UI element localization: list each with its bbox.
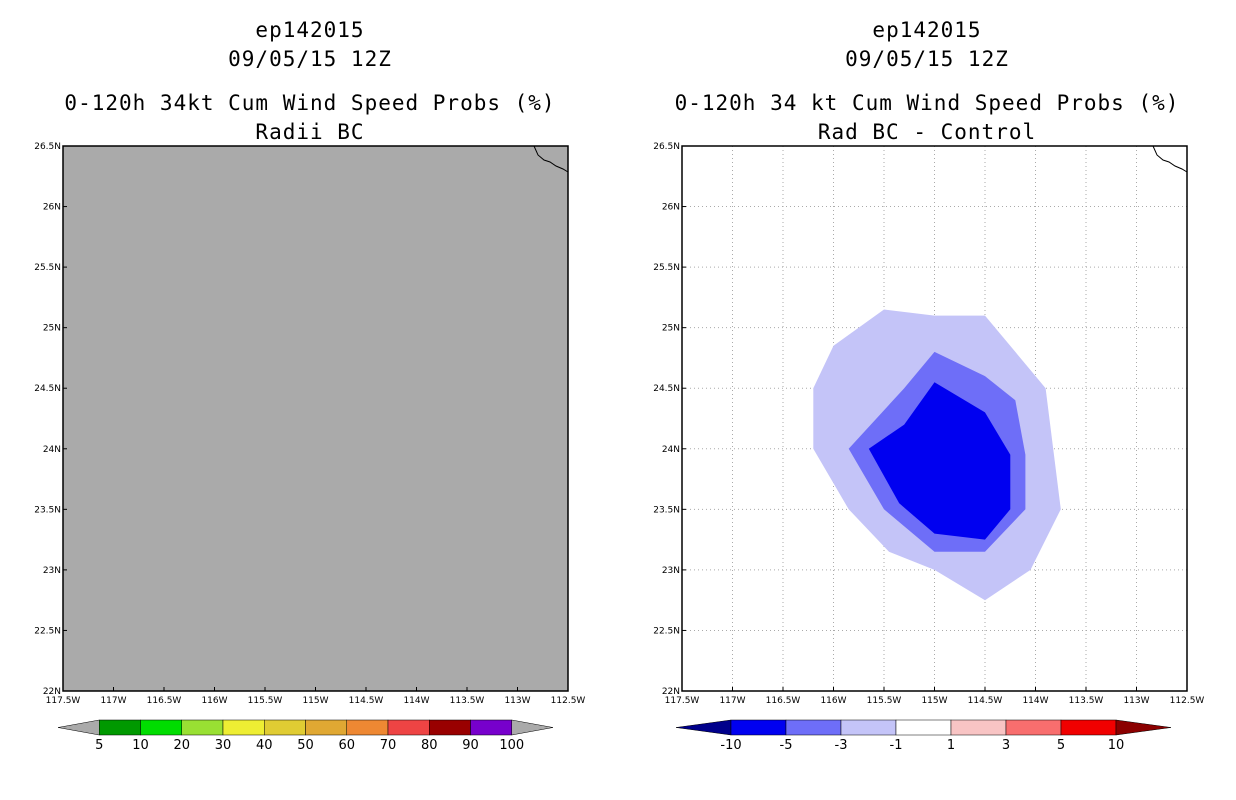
y-tick-label: 24.5N [653,384,680,394]
colorbar-swatch [785,719,842,736]
colorbar-left-arrow [57,719,100,736]
y-tick-label: 26.5N [653,142,680,152]
x-tick-label: 115.5W [248,696,283,706]
x-tick-label: 116W [820,696,846,706]
y-tick-label: 23N [43,566,61,576]
colorbar-label: 30 [215,738,232,753]
y-tick-label: 24.5N [34,384,61,394]
coastline [1152,145,1188,173]
colorbar-left-arrow [675,719,732,736]
colorbar-label: 70 [380,738,397,753]
right-storm-id: ep142015 [872,18,982,42]
x-tick-label: 116.5W [147,696,182,706]
colorbar-label: 5 [95,738,103,753]
x-tick-label: 116.5W [766,696,801,706]
y-tick-label: 22N [43,687,61,697]
x-tick-label: 115W [921,696,947,706]
colorbar-label: -10 [720,738,741,753]
y-tick-label: 24N [662,445,680,455]
contour-region-3 [868,382,1011,540]
colorbar-swatch [140,719,182,736]
x-tick-label: 113W [1123,696,1149,706]
colorbar-swatch [895,719,952,736]
plot-area [63,146,568,691]
y-tick-label: 25N [43,324,61,334]
x-tick-label: 113.5W [450,696,485,706]
colorbar-right-arrow [1115,719,1172,736]
y-tick-label: 22N [662,687,680,697]
x-tick-label: 117W [100,696,126,706]
colorbar-swatch [1005,719,1062,736]
y-tick-label: 25.5N [653,263,680,273]
colorbar-swatch [181,719,224,736]
colorbar-swatch [1060,719,1117,736]
colorbar-label: 40 [256,738,273,753]
coastline [533,145,569,173]
x-tick-label: 117.5W [665,696,700,706]
left-chart-title: 0-120h 34kt Cum Wind Speed Probs (%) [64,91,556,115]
left-chart-subtitle: Radii BC [255,120,365,144]
right-chart-title: 0-120h 34 kt Cum Wind Speed Probs (%) [674,91,1180,115]
colorbar-label: 3 [1002,738,1010,753]
x-tick-label: 113.5W [1069,696,1104,706]
colorbar-swatch [730,719,787,736]
left-storm-id: ep142015 [255,18,365,42]
x-tick-label: 114W [1022,696,1048,706]
colorbar-swatch [264,719,306,736]
x-tick-label: 112.5W [1170,696,1205,706]
y-tick-label: 23.5N [653,505,680,515]
x-tick-label: 115W [302,696,328,706]
colorbar-label: 1 [947,738,955,753]
x-tick-label: 117.5W [46,696,81,706]
right-date: 09/05/15 12Z [845,47,1009,71]
x-tick-label: 117W [719,696,745,706]
left-date: 09/05/15 12Z [228,47,392,71]
colorbar-label: 90 [462,738,479,753]
y-tick-label: 23.5N [34,505,61,515]
colorbar-label: 20 [173,738,190,753]
y-tick-label: 22.5N [653,626,680,636]
colorbar-label: 100 [499,738,524,753]
right-chart: 117.5W 117W 116.5W 116W 115.5W 115W 114.5W 114W… [653,142,1204,753]
colorbar-right-arrow [511,719,554,736]
colorbar-swatch [387,719,430,736]
x-tick-label: 115.5W [867,696,902,706]
colorbar-swatch [840,719,897,736]
x-tick-label: 113W [504,696,530,706]
colorbar-label: 5 [1057,738,1065,753]
colorbar-swatch [470,719,512,736]
colorbar-swatch [429,719,471,736]
colorbar-swatch [346,719,389,736]
colorbar-label: 10 [1108,738,1125,753]
colorbar-swatch [950,719,1007,736]
colorbar-swatch [222,719,265,736]
colorbar-label: 50 [297,738,314,753]
colorbar-label: 80 [421,738,438,753]
colorbar-label: -3 [835,738,848,753]
y-tick-label: 24N [43,445,61,455]
x-tick-label: 114.5W [968,696,1003,706]
y-tick-label: 26N [43,203,61,213]
x-tick-label: 112.5W [551,696,586,706]
right-chart-subtitle: Rad BC - Control [817,120,1037,144]
y-tick-label: 23N [662,566,680,576]
x-tick-label: 114W [403,696,429,706]
colorbar-label: -5 [780,738,793,753]
y-tick-label: 26.5N [34,142,61,152]
x-tick-label: 116W [201,696,227,706]
colorbar-label: 10 [132,738,149,753]
colorbar-swatch [305,719,347,736]
colorbar-swatch [99,719,141,736]
y-tick-label: 26N [662,203,680,213]
colorbar-label: -1 [890,738,903,753]
y-tick-label: 22.5N [34,626,61,636]
y-tick-label: 25.5N [34,263,61,273]
x-tick-label: 114.5W [349,696,384,706]
left-chart: 117.5W 117W 116.5W 116W 115.5W 115W 114.5W 114W… [34,142,585,753]
colorbar-label: 60 [338,738,355,753]
y-tick-label: 25N [662,324,680,334]
